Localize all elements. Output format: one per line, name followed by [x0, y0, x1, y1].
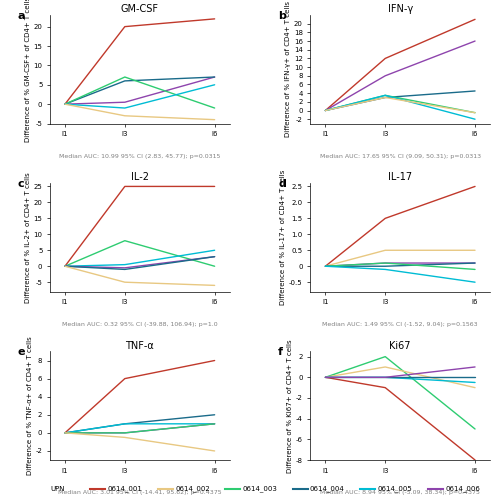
- Text: d: d: [278, 179, 286, 189]
- Y-axis label: Difference of % IL-2+ of CD4+ T cells: Difference of % IL-2+ of CD4+ T cells: [24, 172, 30, 303]
- Title: IL-2: IL-2: [131, 172, 149, 182]
- Text: 0614_001: 0614_001: [108, 486, 142, 492]
- Text: e: e: [18, 347, 25, 357]
- Title: IL-17: IL-17: [388, 172, 412, 182]
- Text: 0614_003: 0614_003: [242, 486, 278, 492]
- Text: Median AUC: 10.99 95% CI (2.83, 45.77); p=0.0315: Median AUC: 10.99 95% CI (2.83, 45.77); …: [59, 154, 220, 159]
- Y-axis label: Difference of % Ki67+ of CD4+ T cells: Difference of % Ki67+ of CD4+ T cells: [287, 339, 293, 472]
- Text: f: f: [278, 347, 283, 357]
- Y-axis label: Difference of % IL-17+ of CD4+ T cells: Difference of % IL-17+ of CD4+ T cells: [280, 170, 286, 305]
- Text: UPN: UPN: [50, 486, 64, 492]
- Text: b: b: [278, 10, 286, 20]
- Title: TNF-α: TNF-α: [126, 340, 154, 350]
- Text: 0614_005: 0614_005: [378, 486, 412, 492]
- Text: Median AUC: 8.94 95% CI (-5.09, 38.34); p=0.4375: Median AUC: 8.94 95% CI (-5.09, 38.34); …: [320, 490, 480, 496]
- Text: Median AUC: 3.01 95% CI (-14.41, 95.62); p=0.4375: Median AUC: 3.01 95% CI (-14.41, 95.62);…: [58, 490, 222, 496]
- Y-axis label: Difference of % TNF-α+ of CD4+ T cells: Difference of % TNF-α+ of CD4+ T cells: [26, 336, 32, 475]
- Text: c: c: [18, 179, 24, 189]
- Title: IFN-γ: IFN-γ: [388, 4, 413, 14]
- Y-axis label: Difference of % IFN-γ+ of CD4+ T cells: Difference of % IFN-γ+ of CD4+ T cells: [285, 2, 291, 138]
- Y-axis label: Difference of % GM-CSF+ of CD4+ T cells: Difference of % GM-CSF+ of CD4+ T cells: [24, 0, 30, 142]
- Text: 0614_002: 0614_002: [175, 486, 210, 492]
- Text: Median AUC: 0.32 95% CI (-39.88, 106.94); p=1.0: Median AUC: 0.32 95% CI (-39.88, 106.94)…: [62, 322, 218, 327]
- Text: 0614_004: 0614_004: [310, 486, 345, 492]
- Title: GM-CSF: GM-CSF: [121, 4, 159, 14]
- Text: a: a: [18, 10, 25, 20]
- Title: Ki67: Ki67: [390, 340, 411, 350]
- Text: Median AUC: 17.65 95% CI (9.09, 50.31); p=0.0313: Median AUC: 17.65 95% CI (9.09, 50.31); …: [320, 154, 481, 159]
- Text: 0614_006: 0614_006: [445, 486, 480, 492]
- Text: Median AUC: 1.49 95% CI (-1.52, 9.04); p=0.1563: Median AUC: 1.49 95% CI (-1.52, 9.04); p…: [322, 322, 478, 327]
